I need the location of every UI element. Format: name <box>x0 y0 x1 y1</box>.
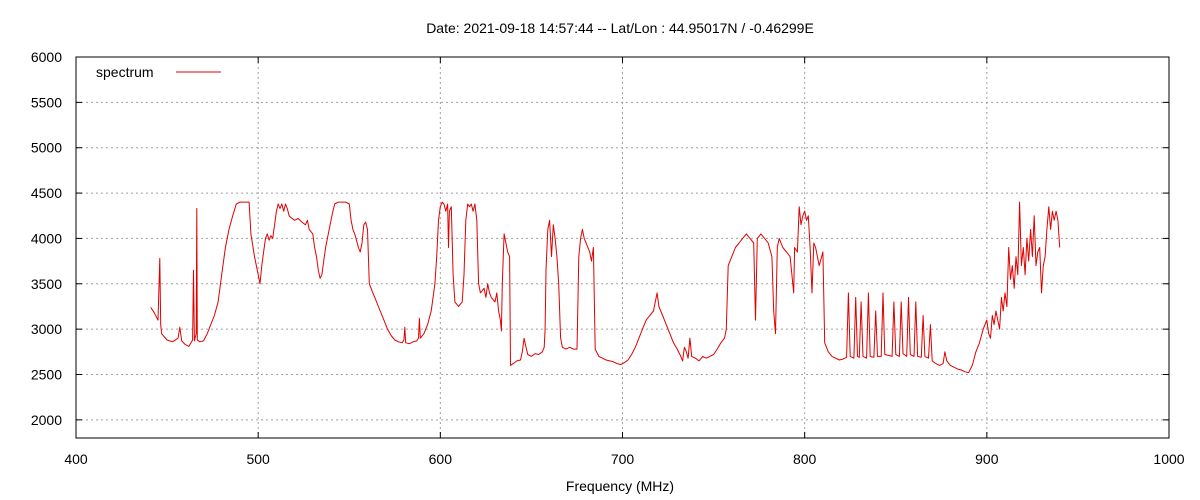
chart-title: Date: 2021-09-18 14:57:44 -- Lat/Lon : 4… <box>426 20 814 36</box>
grid <box>76 57 1169 438</box>
x-tick-label: 700 <box>611 451 635 467</box>
legend-label: spectrum <box>96 64 154 80</box>
x-tick-label: 800 <box>793 451 817 467</box>
y-tick-label: 4000 <box>31 230 62 246</box>
y-tick-label: 4500 <box>31 185 62 201</box>
y-tick-label: 2500 <box>31 367 62 383</box>
x-tick-label: 400 <box>64 451 88 467</box>
y-tick-label: 3500 <box>31 276 62 292</box>
y-tick-label: 2000 <box>31 412 62 428</box>
axis-ticks: 2000 2500 3000 3500 4000 4500 5000 5500 6000 400 5… <box>31 49 1185 467</box>
series-spectrum-line <box>150 201 1061 374</box>
x-tick-label: 500 <box>246 451 270 467</box>
x-axis-title: Frequency (MHz) <box>566 478 674 494</box>
x-tick-label: 600 <box>429 451 453 467</box>
series-layer <box>150 201 1061 374</box>
x-tick-label: 900 <box>975 451 999 467</box>
y-tick-label: 6000 <box>31 49 62 65</box>
y-tick-label: 3000 <box>31 321 62 337</box>
y-tick-label: 5000 <box>31 140 62 156</box>
x-tick-label: 1000 <box>1153 451 1184 467</box>
legend: spectrum <box>96 64 221 80</box>
plot-frame <box>75 56 1170 439</box>
y-tick-label: 5500 <box>31 94 62 110</box>
